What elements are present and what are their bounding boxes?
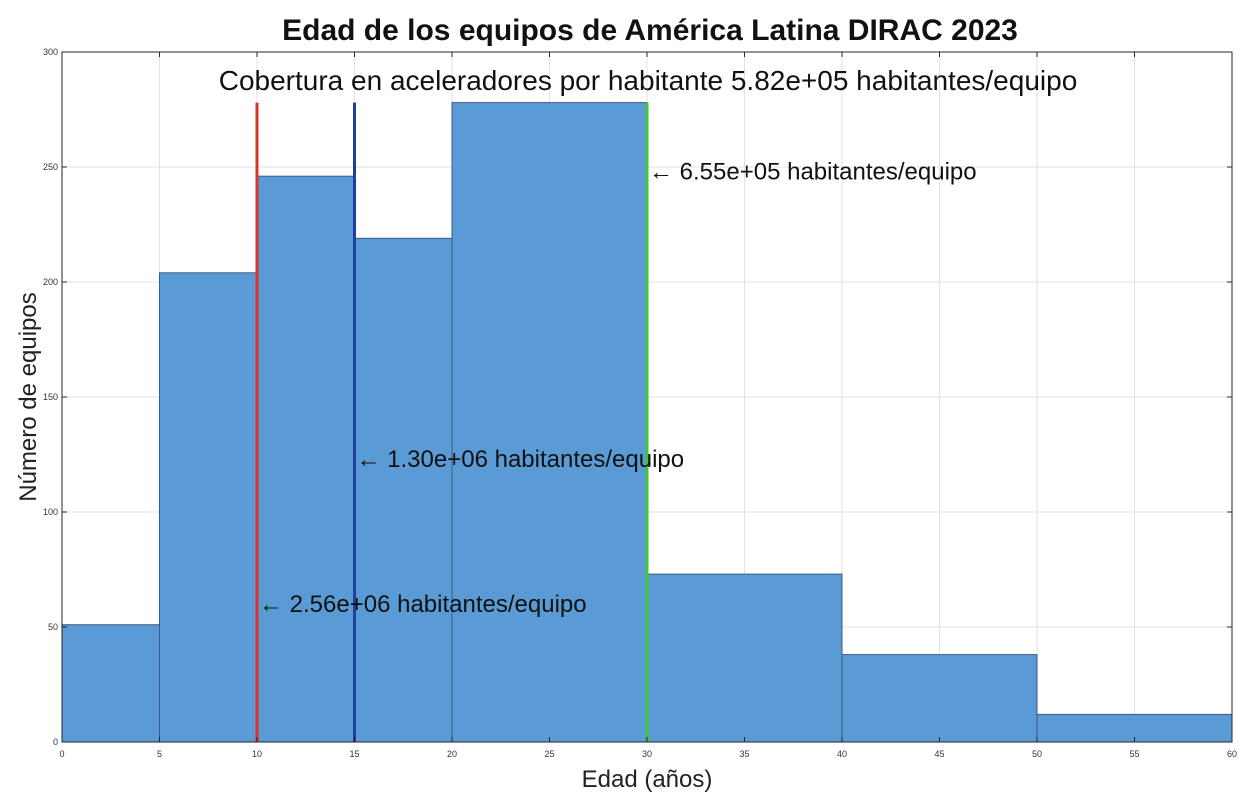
x-tick-label: 15	[349, 749, 359, 759]
x-tick-label: 0	[59, 749, 64, 759]
y-tick-label: 100	[43, 507, 58, 517]
y-tick-label: 200	[43, 277, 58, 287]
histogram-bar	[841, 654, 1038, 743]
bars	[61, 102, 1233, 743]
histogram-bar	[354, 237, 453, 743]
chart-title: Edad de los equipos de América Latina DI…	[282, 14, 1018, 47]
histogram-bar	[159, 272, 258, 743]
histogram-bar	[646, 573, 843, 743]
chart-subtitle: Cobertura en aceleradores por habitante …	[219, 65, 1078, 96]
y-tick-label: 50	[48, 622, 58, 632]
histogram-bar	[61, 624, 160, 743]
histogram-bar	[256, 175, 355, 743]
x-tick-label: 35	[739, 749, 749, 759]
x-tick-label: 5	[157, 749, 162, 759]
x-axis-label: Edad (años)	[582, 766, 713, 793]
x-tick-label: 10	[252, 749, 262, 759]
annotation-text: ← 1.30e+06 habitantes/equipo	[357, 446, 685, 473]
annotation-text: ← 6.55e+05 habitantes/equipo	[649, 159, 977, 186]
y-tick-label: 300	[43, 47, 58, 57]
x-tick-label: 20	[447, 749, 457, 759]
x-tick-label: 50	[1032, 749, 1042, 759]
y-axis-ticks: 0 50 100 150 200 250 300	[43, 47, 1232, 747]
y-tick-label: 150	[43, 392, 58, 402]
x-tick-label: 40	[837, 749, 847, 759]
x-tick-label: 55	[1129, 749, 1139, 759]
histogram-bar	[451, 102, 648, 743]
y-tick-label: 0	[53, 737, 58, 747]
reference-lines	[255, 102, 649, 742]
x-tick-label: 45	[934, 749, 944, 759]
annotations: ← 6.55e+05 habitantes/equipo ← 1.30e+06 h…	[259, 159, 977, 618]
x-tick-label: 60	[1227, 749, 1237, 759]
annotation-text: ← 2.56e+06 habitantes/equipo	[259, 591, 587, 618]
y-tick-label: 250	[43, 162, 58, 172]
x-axis-ticks: 0 5 10 15 20 25 30 35 40 45 50 55 60	[59, 52, 1237, 759]
x-tick-label: 25	[544, 749, 554, 759]
y-axis-label: Número de equipos	[15, 292, 42, 501]
x-tick-label: 30	[642, 749, 652, 759]
